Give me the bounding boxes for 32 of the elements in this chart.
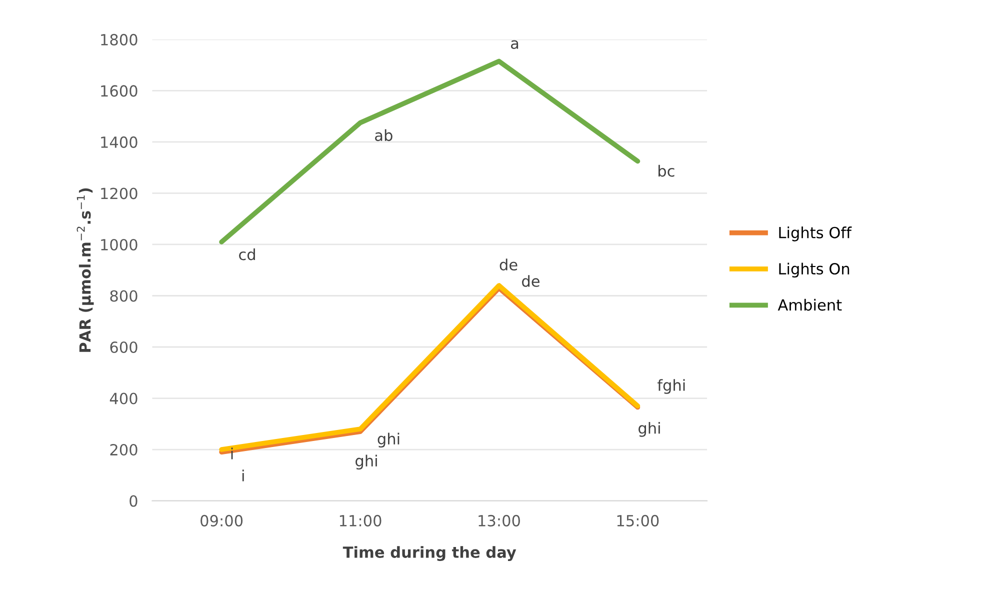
- annotation: fghi: [657, 379, 685, 394]
- y-tick-label: 600: [110, 341, 138, 354]
- y-tick-label: 1600: [101, 85, 138, 97]
- x-tick-label: 13:00: [478, 514, 520, 526]
- annotation: cd: [239, 248, 255, 260]
- annotation: bc: [658, 164, 674, 177]
- legend-label: Ambient: [778, 298, 842, 311]
- y-tick-label: 1400: [101, 136, 138, 148]
- x-tick-label: 11:00: [340, 514, 382, 526]
- x-tick-label: 15:00: [617, 514, 659, 526]
- annotation: ghi: [638, 422, 660, 437]
- annotation: a: [511, 40, 518, 50]
- annotation: ghi: [378, 432, 400, 448]
- legend-label: Lights Off: [779, 226, 852, 242]
- annotation: i: [231, 448, 233, 460]
- legend-label: Lights On: [779, 262, 850, 278]
- x-tick-label: 09:00: [200, 514, 243, 526]
- y-tick-label: 800: [110, 290, 138, 302]
- annotation: i: [242, 470, 244, 482]
- y-tick-label: 1000: [101, 238, 138, 251]
- x-axis-title: Time during the day: [342, 546, 516, 562]
- annotation: de: [500, 258, 518, 270]
- y-tick-label: 0: [130, 495, 138, 507]
- annotation: de: [522, 275, 540, 287]
- y-axis-title: PAR (µmol.m$^{−2}$.s$^{−1}$): [76, 188, 94, 352]
- y-tick-label: 1200: [101, 188, 138, 200]
- annotation: ab: [375, 129, 392, 142]
- annotation: ghi: [356, 454, 377, 470]
- line-series: [219, 58, 640, 244]
- y-tick-label: 1800: [101, 34, 138, 46]
- y-tick-label: 200: [110, 444, 138, 456]
- y-tick-label: 400: [110, 392, 138, 404]
